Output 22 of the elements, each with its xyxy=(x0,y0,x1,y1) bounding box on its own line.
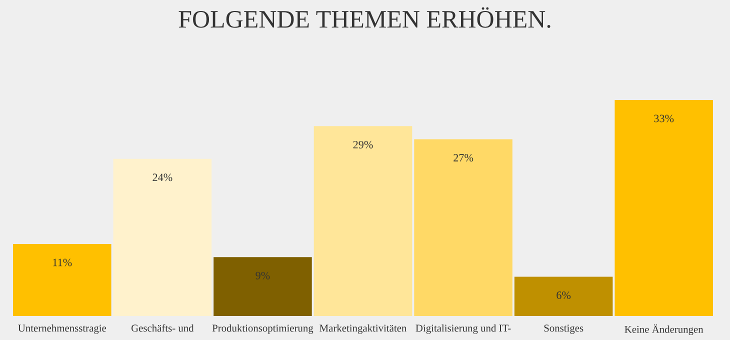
bar xyxy=(614,100,713,316)
data-label: 33% xyxy=(654,114,674,122)
bar xyxy=(214,257,312,316)
data-label: 29% xyxy=(353,140,373,148)
x-tick-label: Digitalisierung und IT- xyxy=(416,324,511,334)
data-label: 27% xyxy=(454,154,474,162)
x-tick-label: Unternehmensstragie xyxy=(18,324,106,334)
data-label: 6% xyxy=(556,291,571,299)
data-label: 11% xyxy=(53,258,72,266)
x-tick-label: Keine Änderungen xyxy=(624,324,704,336)
bar xyxy=(514,276,613,316)
bar xyxy=(314,126,412,316)
bar xyxy=(13,244,112,316)
x-tick-label: Produktionsoptimierung xyxy=(212,324,314,334)
data-label: 9% xyxy=(256,272,270,280)
chart-title: FOLGENDE THEMEN ERHÖHEN. xyxy=(178,7,550,28)
data-label: 24% xyxy=(152,174,172,182)
x-tick-label: Marketingaktivitäten xyxy=(320,324,407,334)
x-tick-label: Sonstiges xyxy=(544,324,584,334)
x-tick-label: Geschäfts- und xyxy=(131,324,194,332)
bar xyxy=(414,139,512,316)
bar xyxy=(113,158,212,316)
